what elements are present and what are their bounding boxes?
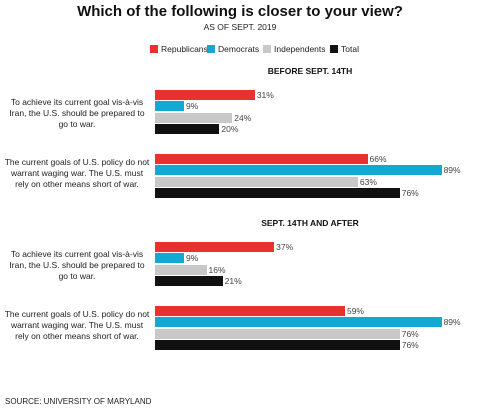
- bar: [155, 276, 223, 287]
- value-label: 24%: [234, 112, 252, 123]
- category-label: To achieve its current goal vis-à-vis Ir…: [9, 248, 145, 281]
- legend-swatch: [263, 45, 271, 53]
- legend-swatch: [207, 45, 215, 53]
- value-label: 63%: [359, 176, 377, 187]
- category-label: The current goals of U.S. policy do not …: [4, 308, 150, 341]
- value-label: 16%: [208, 264, 226, 275]
- bar: [155, 154, 368, 164]
- value-label: 31%: [256, 90, 274, 100]
- value-label: 66%: [369, 154, 387, 164]
- value-label: 20%: [221, 124, 239, 135]
- legend-label: Independents: [274, 44, 326, 54]
- bar: [155, 112, 233, 123]
- chart-title: Which of the following is closer to your…: [77, 3, 403, 20]
- bar: [155, 328, 400, 339]
- value-label: 76%: [401, 188, 419, 199]
- legend-swatch: [150, 45, 158, 53]
- value-label: 89%: [443, 165, 461, 176]
- bar: [155, 176, 358, 187]
- value-label: 76%: [401, 328, 419, 339]
- value-label: 89%: [443, 317, 461, 328]
- bar: [155, 90, 255, 100]
- panel-title: BEFORE SEPT. 14TH: [267, 66, 353, 76]
- value-label: 76%: [401, 340, 419, 351]
- bar: [155, 188, 400, 199]
- bar: [155, 306, 345, 316]
- value-label: 9%: [185, 253, 199, 264]
- legend-label: Republicans: [161, 44, 208, 54]
- bar: [155, 165, 442, 176]
- bar: [155, 264, 207, 275]
- bar: [155, 124, 220, 135]
- legend-label: Total: [341, 44, 359, 54]
- bar: [155, 317, 442, 328]
- value-label: 59%: [346, 306, 364, 316]
- panel-title: SEPT. 14TH AND AFTER: [261, 218, 359, 228]
- bar: [155, 253, 184, 264]
- value-label: 37%: [276, 242, 294, 252]
- legend-label: Democrats: [218, 44, 260, 54]
- legend-swatch: [330, 45, 338, 53]
- value-label: 9%: [185, 101, 199, 112]
- category-label: To achieve its current goal vis-à-vis Ir…: [9, 96, 145, 129]
- chart-subtitle: AS OF SEPT. 2019: [203, 22, 277, 32]
- source: SOURCE: UNIVERSITY OF MARYLAND: [5, 397, 152, 406]
- value-label: 21%: [224, 276, 242, 287]
- category-label: The current goals of U.S. policy do not …: [4, 156, 150, 189]
- bar: [155, 242, 275, 252]
- bar: [155, 340, 400, 351]
- bar: [155, 101, 184, 112]
